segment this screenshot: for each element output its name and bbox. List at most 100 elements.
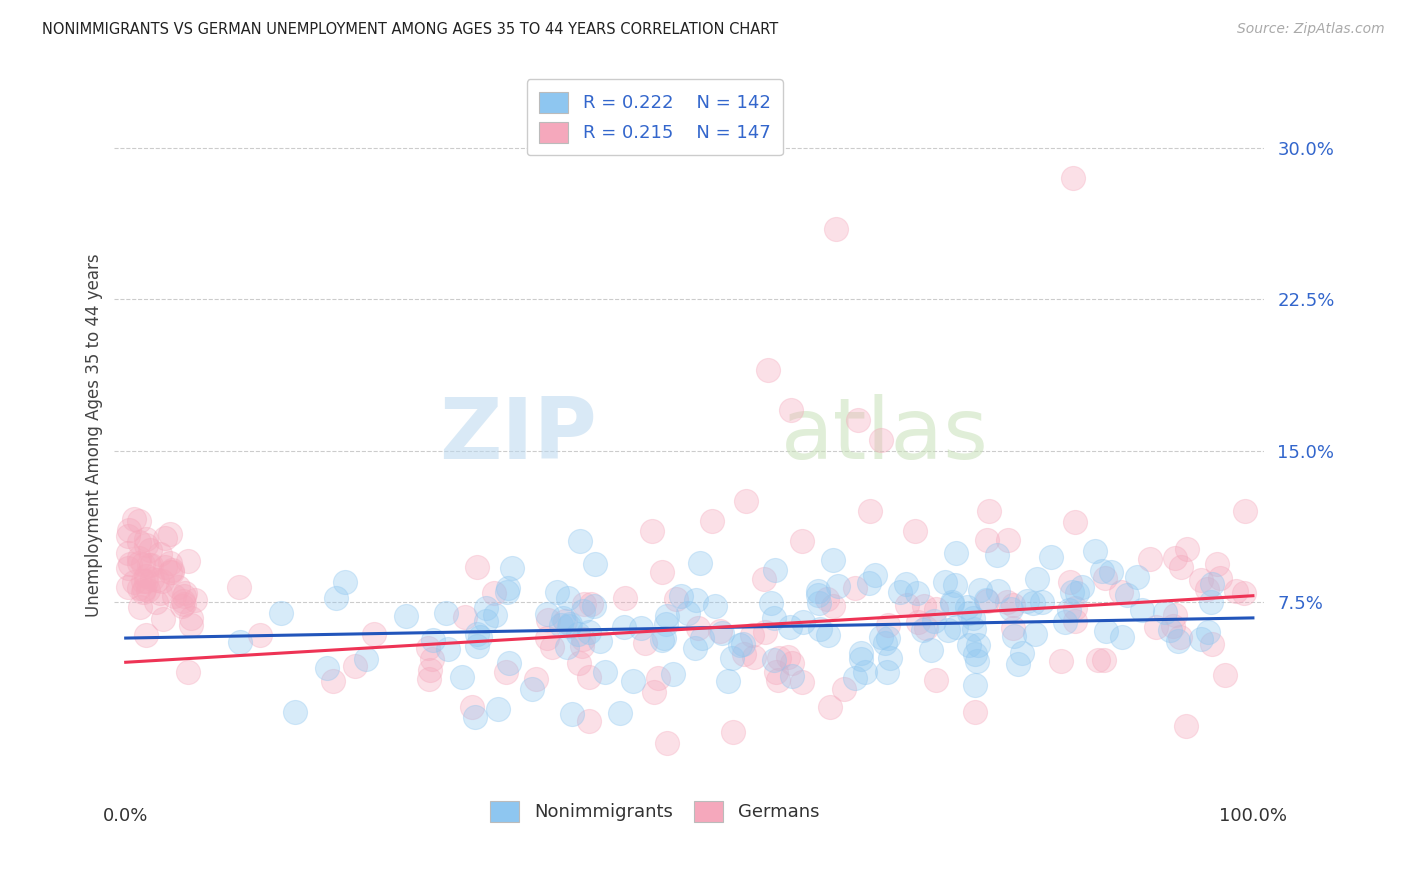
Point (1099, 565, 1122, 579)
Point (135, 568, 157, 582)
Point (752, 572, 775, 586)
Point (150, 574, 173, 588)
Point (922, 614, 945, 628)
Point (768, 651, 790, 665)
Point (1063, 600, 1085, 615)
Point (1164, 607, 1187, 622)
Point (1189, 632, 1212, 646)
Point (128, 581, 150, 595)
Point (128, 514, 150, 528)
Point (117, 546, 139, 560)
Point (815, 591, 838, 606)
Point (823, 599, 845, 613)
Point (451, 670, 474, 684)
Point (1057, 603, 1080, 617)
Point (690, 631, 713, 645)
Point (967, 638, 990, 652)
Point (817, 628, 839, 642)
Point (896, 577, 918, 591)
Point (685, 641, 707, 656)
Point (180, 611, 202, 625)
Point (1213, 667, 1236, 681)
Point (571, 639, 593, 653)
Point (647, 671, 669, 685)
Point (731, 637, 754, 651)
Point (1201, 577, 1223, 591)
Point (418, 672, 440, 686)
Point (1095, 624, 1118, 638)
Point (957, 638, 980, 652)
Point (779, 403, 801, 417)
Point (132, 582, 155, 597)
Point (879, 651, 901, 665)
Point (1024, 627, 1046, 641)
Point (1060, 585, 1083, 599)
Point (1064, 614, 1087, 628)
Point (484, 608, 506, 623)
Point (124, 512, 146, 526)
Point (149, 586, 172, 600)
Point (571, 632, 593, 646)
Point (343, 659, 366, 673)
Point (325, 591, 347, 606)
Point (496, 581, 519, 595)
Point (117, 529, 139, 543)
Point (1084, 544, 1107, 558)
Legend: Nonimmigrants, Germans: Nonimmigrants, Germans (478, 789, 832, 834)
Point (652, 631, 675, 645)
Point (174, 586, 197, 600)
Point (1205, 557, 1227, 571)
Point (146, 573, 169, 587)
Point (609, 706, 631, 720)
Point (966, 654, 988, 668)
Point (160, 565, 183, 579)
Point (807, 588, 830, 602)
Point (766, 673, 789, 687)
Point (453, 610, 475, 624)
Point (943, 578, 966, 592)
Point (550, 617, 572, 632)
Point (875, 636, 897, 650)
Point (138, 543, 160, 558)
Point (905, 586, 928, 600)
Point (1197, 582, 1219, 596)
Point (889, 585, 911, 599)
Point (163, 589, 186, 603)
Point (685, 593, 707, 607)
Point (1234, 504, 1257, 518)
Point (118, 523, 141, 537)
Point (131, 585, 153, 599)
Point (904, 524, 927, 538)
Point (1111, 630, 1133, 644)
Point (614, 591, 637, 606)
Point (780, 657, 803, 671)
Point (763, 564, 786, 578)
Point (160, 563, 183, 577)
Point (579, 597, 602, 611)
Point (482, 586, 505, 600)
Point (754, 625, 776, 640)
Point (1002, 630, 1025, 644)
Point (859, 504, 882, 518)
Point (665, 592, 688, 607)
Point (818, 700, 841, 714)
Point (229, 635, 252, 649)
Point (827, 579, 849, 593)
Point (468, 630, 491, 644)
Point (322, 674, 344, 689)
Point (876, 665, 898, 680)
Point (1087, 653, 1109, 667)
Point (593, 665, 616, 679)
Point (1144, 620, 1167, 634)
Point (1130, 603, 1153, 617)
Point (537, 613, 560, 627)
Point (849, 651, 872, 665)
Point (853, 665, 876, 679)
Point (1153, 605, 1175, 619)
Point (630, 621, 652, 635)
Point (159, 556, 181, 570)
Point (1053, 615, 1076, 629)
Text: atlas: atlas (782, 394, 990, 477)
Point (962, 611, 984, 625)
Point (395, 609, 418, 624)
